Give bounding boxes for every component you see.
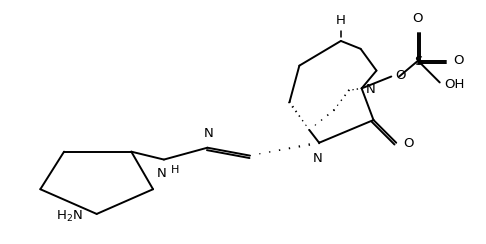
Text: H$_2$N: H$_2$N (56, 209, 83, 224)
Text: OH: OH (445, 78, 465, 91)
Text: O: O (395, 69, 406, 82)
Text: N: N (365, 83, 375, 96)
Text: N: N (157, 167, 167, 181)
Text: H: H (171, 164, 179, 174)
Text: O: O (453, 54, 464, 67)
Text: N: N (312, 152, 322, 165)
Text: N: N (204, 127, 213, 140)
Text: S: S (414, 55, 422, 68)
Text: O: O (413, 12, 423, 25)
Text: H: H (336, 14, 346, 27)
Text: O: O (403, 137, 414, 150)
